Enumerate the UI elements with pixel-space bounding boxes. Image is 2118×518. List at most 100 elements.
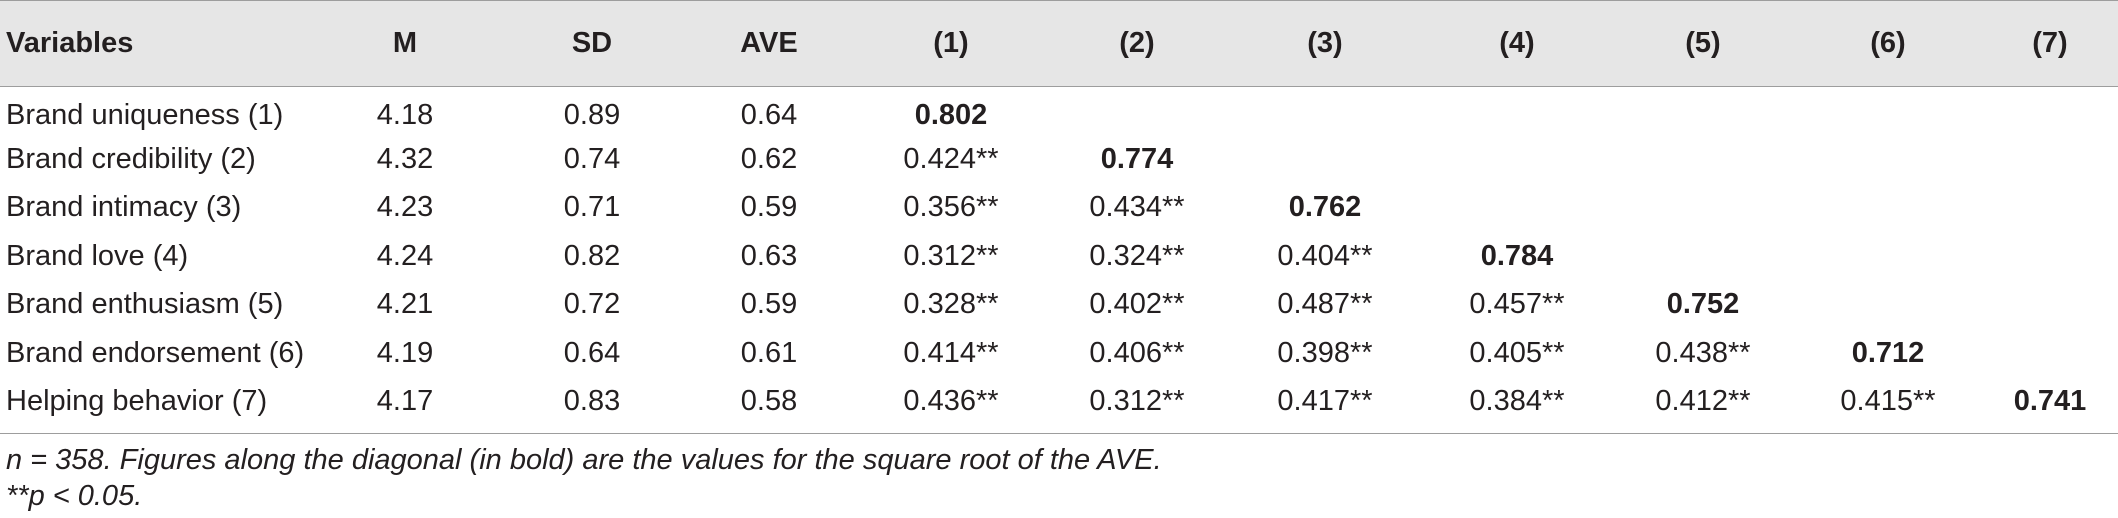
cell-m: 4.18 <box>376 98 434 131</box>
row-label: Brand uniqueness (1) <box>6 98 284 131</box>
cell-ave: 0.62 <box>740 142 798 175</box>
cell-empty <box>1612 87 1794 136</box>
correlation-table: Variables M SD AVE (1) (2) (3) (4) (5) (… <box>0 0 2118 434</box>
cell-correlation: 0.424** <box>903 142 999 175</box>
cell-correlation: 0.457** <box>1469 288 1565 321</box>
cell-empty <box>1422 87 1612 136</box>
cell-correlation: 0.328** <box>903 288 999 321</box>
row-label: Brand intimacy (3) <box>6 191 242 224</box>
cell-empty <box>1046 87 1228 136</box>
cell-correlation: 0.406** <box>1089 336 1185 369</box>
row-label: Brand love (4) <box>6 239 189 272</box>
header-col-7: (7) <box>1982 0 2118 87</box>
cell-correlation: 0.312** <box>903 239 999 272</box>
cell-sd: 0.71 <box>563 191 621 224</box>
row-label: Brand enthusiasm (5) <box>6 288 284 321</box>
header-col-5: (5) <box>1612 0 1794 87</box>
cell-sd: 0.82 <box>563 239 621 272</box>
cell-m: 4.17 <box>308 377 502 434</box>
cell-empty <box>1982 135 2118 184</box>
header-col-3: (3) <box>1228 0 1422 87</box>
header-row: Variables M SD AVE (1) (2) (3) (4) (5) (… <box>0 0 2118 87</box>
cell-correlation: 0.487** <box>1277 288 1373 321</box>
cell-ave: 0.64 <box>740 98 798 131</box>
cell-sd: 0.74 <box>563 142 621 175</box>
cell-diagonal: 0.741 <box>1982 377 2118 434</box>
cell-ave: 0.61 <box>740 336 798 369</box>
cell-diagonal: 0.712 <box>1851 336 1925 369</box>
header-col-2: (2) <box>1046 0 1228 87</box>
cell-diagonal: 0.774 <box>1100 142 1174 175</box>
cell-empty <box>1612 184 1794 233</box>
cell-sd: 0.64 <box>563 336 621 369</box>
table-row: Helping behavior (7) 4.17 0.83 0.58 0.43… <box>0 377 2118 434</box>
cell-ave: 0.63 <box>740 239 798 272</box>
cell-diagonal: 0.752 <box>1666 288 1740 321</box>
cell-empty <box>1982 329 2118 378</box>
table-row: Brand endorsement (6) 4.19 0.64 0.61 0.4… <box>0 329 2118 378</box>
cell-empty <box>1794 184 1982 233</box>
cell-empty <box>1982 184 2118 233</box>
cell-correlation: 0.324** <box>1089 239 1185 272</box>
table-row: Brand enthusiasm (5) 4.21 0.72 0.59 0.32… <box>0 281 2118 330</box>
table-row: Brand love (4) 4.24 0.82 0.63 0.312** 0.… <box>0 232 2118 281</box>
cell-correlation: 0.417** <box>1228 377 1422 434</box>
cell-m: 4.32 <box>376 142 434 175</box>
header-variables: Variables <box>0 0 308 87</box>
cell-sd: 0.83 <box>502 377 682 434</box>
header-ave: AVE <box>682 0 856 87</box>
table-row: Brand uniqueness (1) 4.18 0.89 0.64 0.80… <box>0 87 2118 136</box>
header-sd: SD <box>502 0 682 87</box>
note-significance: **p < 0.05. <box>6 480 143 512</box>
cell-empty <box>1794 87 1982 136</box>
cell-empty <box>1794 135 1982 184</box>
cell-diagonal: 0.762 <box>1288 191 1362 224</box>
cell-correlation: 0.404** <box>1277 239 1373 272</box>
cell-empty <box>1422 184 1612 233</box>
cell-empty <box>1612 232 1794 281</box>
cell-empty <box>1794 281 1982 330</box>
cell-correlation: 0.414** <box>903 336 999 369</box>
cell-ave: 0.59 <box>740 191 798 224</box>
cell-correlation: 0.436** <box>856 377 1046 434</box>
cell-ave: 0.58 <box>682 377 856 434</box>
cell-correlation: 0.415** <box>1794 377 1982 434</box>
cell-correlation: 0.398** <box>1277 336 1373 369</box>
cell-empty <box>1794 232 1982 281</box>
cell-empty <box>1982 87 2118 136</box>
cell-correlation: 0.405** <box>1469 336 1565 369</box>
cell-correlation: 0.356** <box>903 191 999 224</box>
cell-diagonal: 0.802 <box>914 98 988 131</box>
cell-empty <box>1982 232 2118 281</box>
cell-empty <box>1612 135 1794 184</box>
cell-m: 4.21 <box>376 288 434 321</box>
table-notes: n = 358. Figures along the diagonal (in … <box>6 442 1162 514</box>
cell-correlation: 0.402** <box>1089 288 1185 321</box>
cell-empty <box>1228 135 1422 184</box>
note-sample-size: n = 358. Figures along the diagonal (in … <box>6 444 1162 476</box>
cell-correlation: 0.438** <box>1655 336 1751 369</box>
cell-diagonal: 0.784 <box>1480 239 1554 272</box>
header-col-4: (4) <box>1422 0 1612 87</box>
cell-sd: 0.72 <box>563 288 621 321</box>
cell-empty <box>1422 135 1612 184</box>
header-col-1: (1) <box>856 0 1046 87</box>
cell-correlation: 0.412** <box>1612 377 1794 434</box>
row-label: Brand endorsement (6) <box>6 336 305 369</box>
header-col-6: (6) <box>1794 0 1982 87</box>
cell-empty <box>1982 281 2118 330</box>
cell-correlation: 0.312** <box>1046 377 1228 434</box>
cell-m: 4.24 <box>376 239 434 272</box>
table-row: Brand credibility (2) 4.32 0.74 0.62 0.4… <box>0 135 2118 184</box>
cell-empty <box>1228 87 1422 136</box>
header-m: M <box>308 0 502 87</box>
row-label: Helping behavior (7) <box>0 377 308 434</box>
cell-correlation: 0.434** <box>1089 191 1185 224</box>
row-label: Brand credibility (2) <box>6 142 256 175</box>
cell-ave: 0.59 <box>740 288 798 321</box>
cell-correlation: 0.384** <box>1422 377 1612 434</box>
cell-m: 4.23 <box>376 191 434 224</box>
cell-m: 4.19 <box>376 336 434 369</box>
cell-sd: 0.89 <box>563 98 621 131</box>
